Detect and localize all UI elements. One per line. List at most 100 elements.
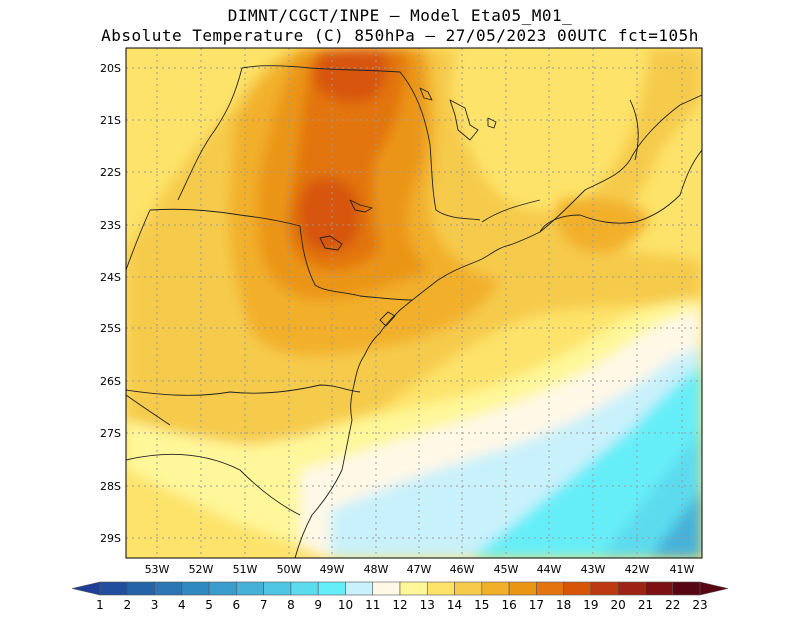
reservoir-3: [487, 117, 497, 129]
map-title-line-2: Absolute Temperature (C) 850hPa – 27/05/…: [101, 26, 699, 45]
lat-label: 27S: [100, 427, 121, 440]
coast-and-borders: [126, 65, 702, 558]
bay-paranagua: [379, 311, 396, 327]
lat-axis: 20S 21S 22S 23S 24S 25S 26S 27S 28S 29S: [100, 62, 121, 545]
lon-label: 48W: [364, 563, 389, 576]
colorbar-cell: [181, 581, 210, 596]
border-ms-sp: [177, 67, 243, 201]
lon-label: 46W: [450, 563, 475, 576]
field-14-15-west: [126, 48, 230, 250]
colorbar-arrow-high: [699, 581, 729, 596]
lat-label: 21S: [100, 114, 121, 127]
reservoir-1: [349, 199, 373, 213]
colorbar-cell: [317, 581, 346, 596]
colorbar-label: 8: [287, 598, 295, 612]
colorbar-cell: [345, 581, 374, 596]
border-argentina: [126, 394, 171, 426]
colorbar-label: 4: [178, 598, 186, 612]
colorbar-label: 23: [692, 598, 707, 612]
colorbar-label: 16: [501, 598, 516, 612]
field-19-20-south: [298, 178, 360, 252]
colorbar-label: 11: [365, 598, 380, 612]
colorbar-cell: [99, 581, 128, 596]
temperature-field: [126, 48, 702, 558]
coastline: [294, 149, 702, 558]
map-title-line-1: DIMNT/CGCT/INPE – Model Eta05_M01_: [227, 6, 573, 25]
colorbar-label: 20: [611, 598, 626, 612]
colorbar-cell: [263, 581, 292, 596]
lon-label: 50W: [277, 563, 302, 576]
lon-label: 44W: [537, 563, 562, 576]
colorbar-cell: [399, 581, 428, 596]
border-mg-es: [629, 99, 639, 161]
graticule: [126, 48, 702, 558]
colorbar-cell: [536, 581, 564, 596]
colorbar-cell: [372, 581, 401, 596]
colorbar-cell: [290, 581, 319, 596]
lon-label: 42W: [625, 563, 650, 576]
border-pr-paraguay: [126, 209, 151, 271]
lon-label: 53W: [145, 563, 170, 576]
field-8-9: [650, 490, 702, 558]
lon-label: 52W: [189, 563, 214, 576]
colorbar-label: 12: [392, 598, 407, 612]
colorbar-cell: [454, 581, 483, 596]
lat-label: 24S: [100, 271, 121, 284]
colorbar-label: 17: [529, 598, 544, 612]
colorbar-label: 21: [638, 598, 653, 612]
colorbar-label: 14: [447, 598, 462, 612]
colorbar-label: 2: [123, 598, 131, 612]
colorbar-label: 22: [665, 598, 680, 612]
colorbar-cell: [208, 581, 237, 596]
colorbar-cell: [236, 581, 264, 596]
colorbar-cell: [481, 581, 510, 596]
colorbar: 1 2 3 4 5 6 7 8 9 10 11 12 13 14 15 16 17 18 19 20 21 22 23: [71, 581, 729, 612]
colorbar-label: 13: [420, 598, 435, 612]
colorbar-label: 7: [260, 598, 268, 612]
colorbar-cell: [563, 581, 592, 596]
lon-label: 41W: [670, 563, 695, 576]
colorbar-cell: [590, 581, 619, 596]
lat-label: 20S: [100, 62, 121, 75]
border-pr-sc: [126, 384, 361, 396]
colorbar-arrow-low: [71, 581, 101, 596]
colorbar-label: 5: [205, 598, 213, 612]
border-mg-sp: [241, 65, 481, 221]
colorbar-label: 1: [96, 598, 104, 612]
colorbar-cell: [672, 581, 701, 596]
colorbar-label: 10: [338, 598, 353, 612]
field-16-17-east: [556, 198, 650, 254]
colorbar-cell: [645, 581, 674, 596]
lon-label: 51W: [233, 563, 258, 576]
reservoir-4: [419, 87, 433, 101]
colorbar-cell: [154, 581, 183, 596]
lat-label: 29S: [100, 532, 121, 545]
border-sp-mg-east: [481, 199, 541, 223]
border-sc-rs: [126, 453, 301, 516]
field-19-20-north: [313, 48, 387, 102]
colorbar-cell: [617, 581, 646, 596]
lat-label: 26S: [100, 375, 121, 388]
reservoir-furnas: [449, 99, 479, 141]
lon-label: 47W: [407, 563, 432, 576]
border-sp-pr: [149, 208, 413, 301]
field-15-16-east: [200, 48, 702, 247]
lon-axis: 53W 52W 51W 50W 49W 48W 47W 46W 45W 44W …: [145, 563, 695, 576]
map-frame: [125, 47, 703, 559]
colorbar-label: 9: [314, 598, 322, 612]
lat-label: 22S: [100, 166, 121, 179]
colorbar-label: 6: [233, 598, 241, 612]
lat-label: 25S: [100, 322, 121, 335]
colorbar-label: 15: [474, 598, 489, 612]
lat-label: 28S: [100, 480, 121, 493]
lon-label: 45W: [494, 563, 519, 576]
colorbar-label: 19: [583, 598, 598, 612]
colorbar-label: 18: [556, 598, 571, 612]
colorbar-cell: [426, 581, 455, 596]
colorbar-label: 3: [151, 598, 159, 612]
field-14-15-southwest: [126, 470, 330, 558]
reservoir-2: [319, 235, 343, 251]
colorbar-cell: [508, 581, 537, 596]
border-mg-rj: [539, 94, 702, 233]
